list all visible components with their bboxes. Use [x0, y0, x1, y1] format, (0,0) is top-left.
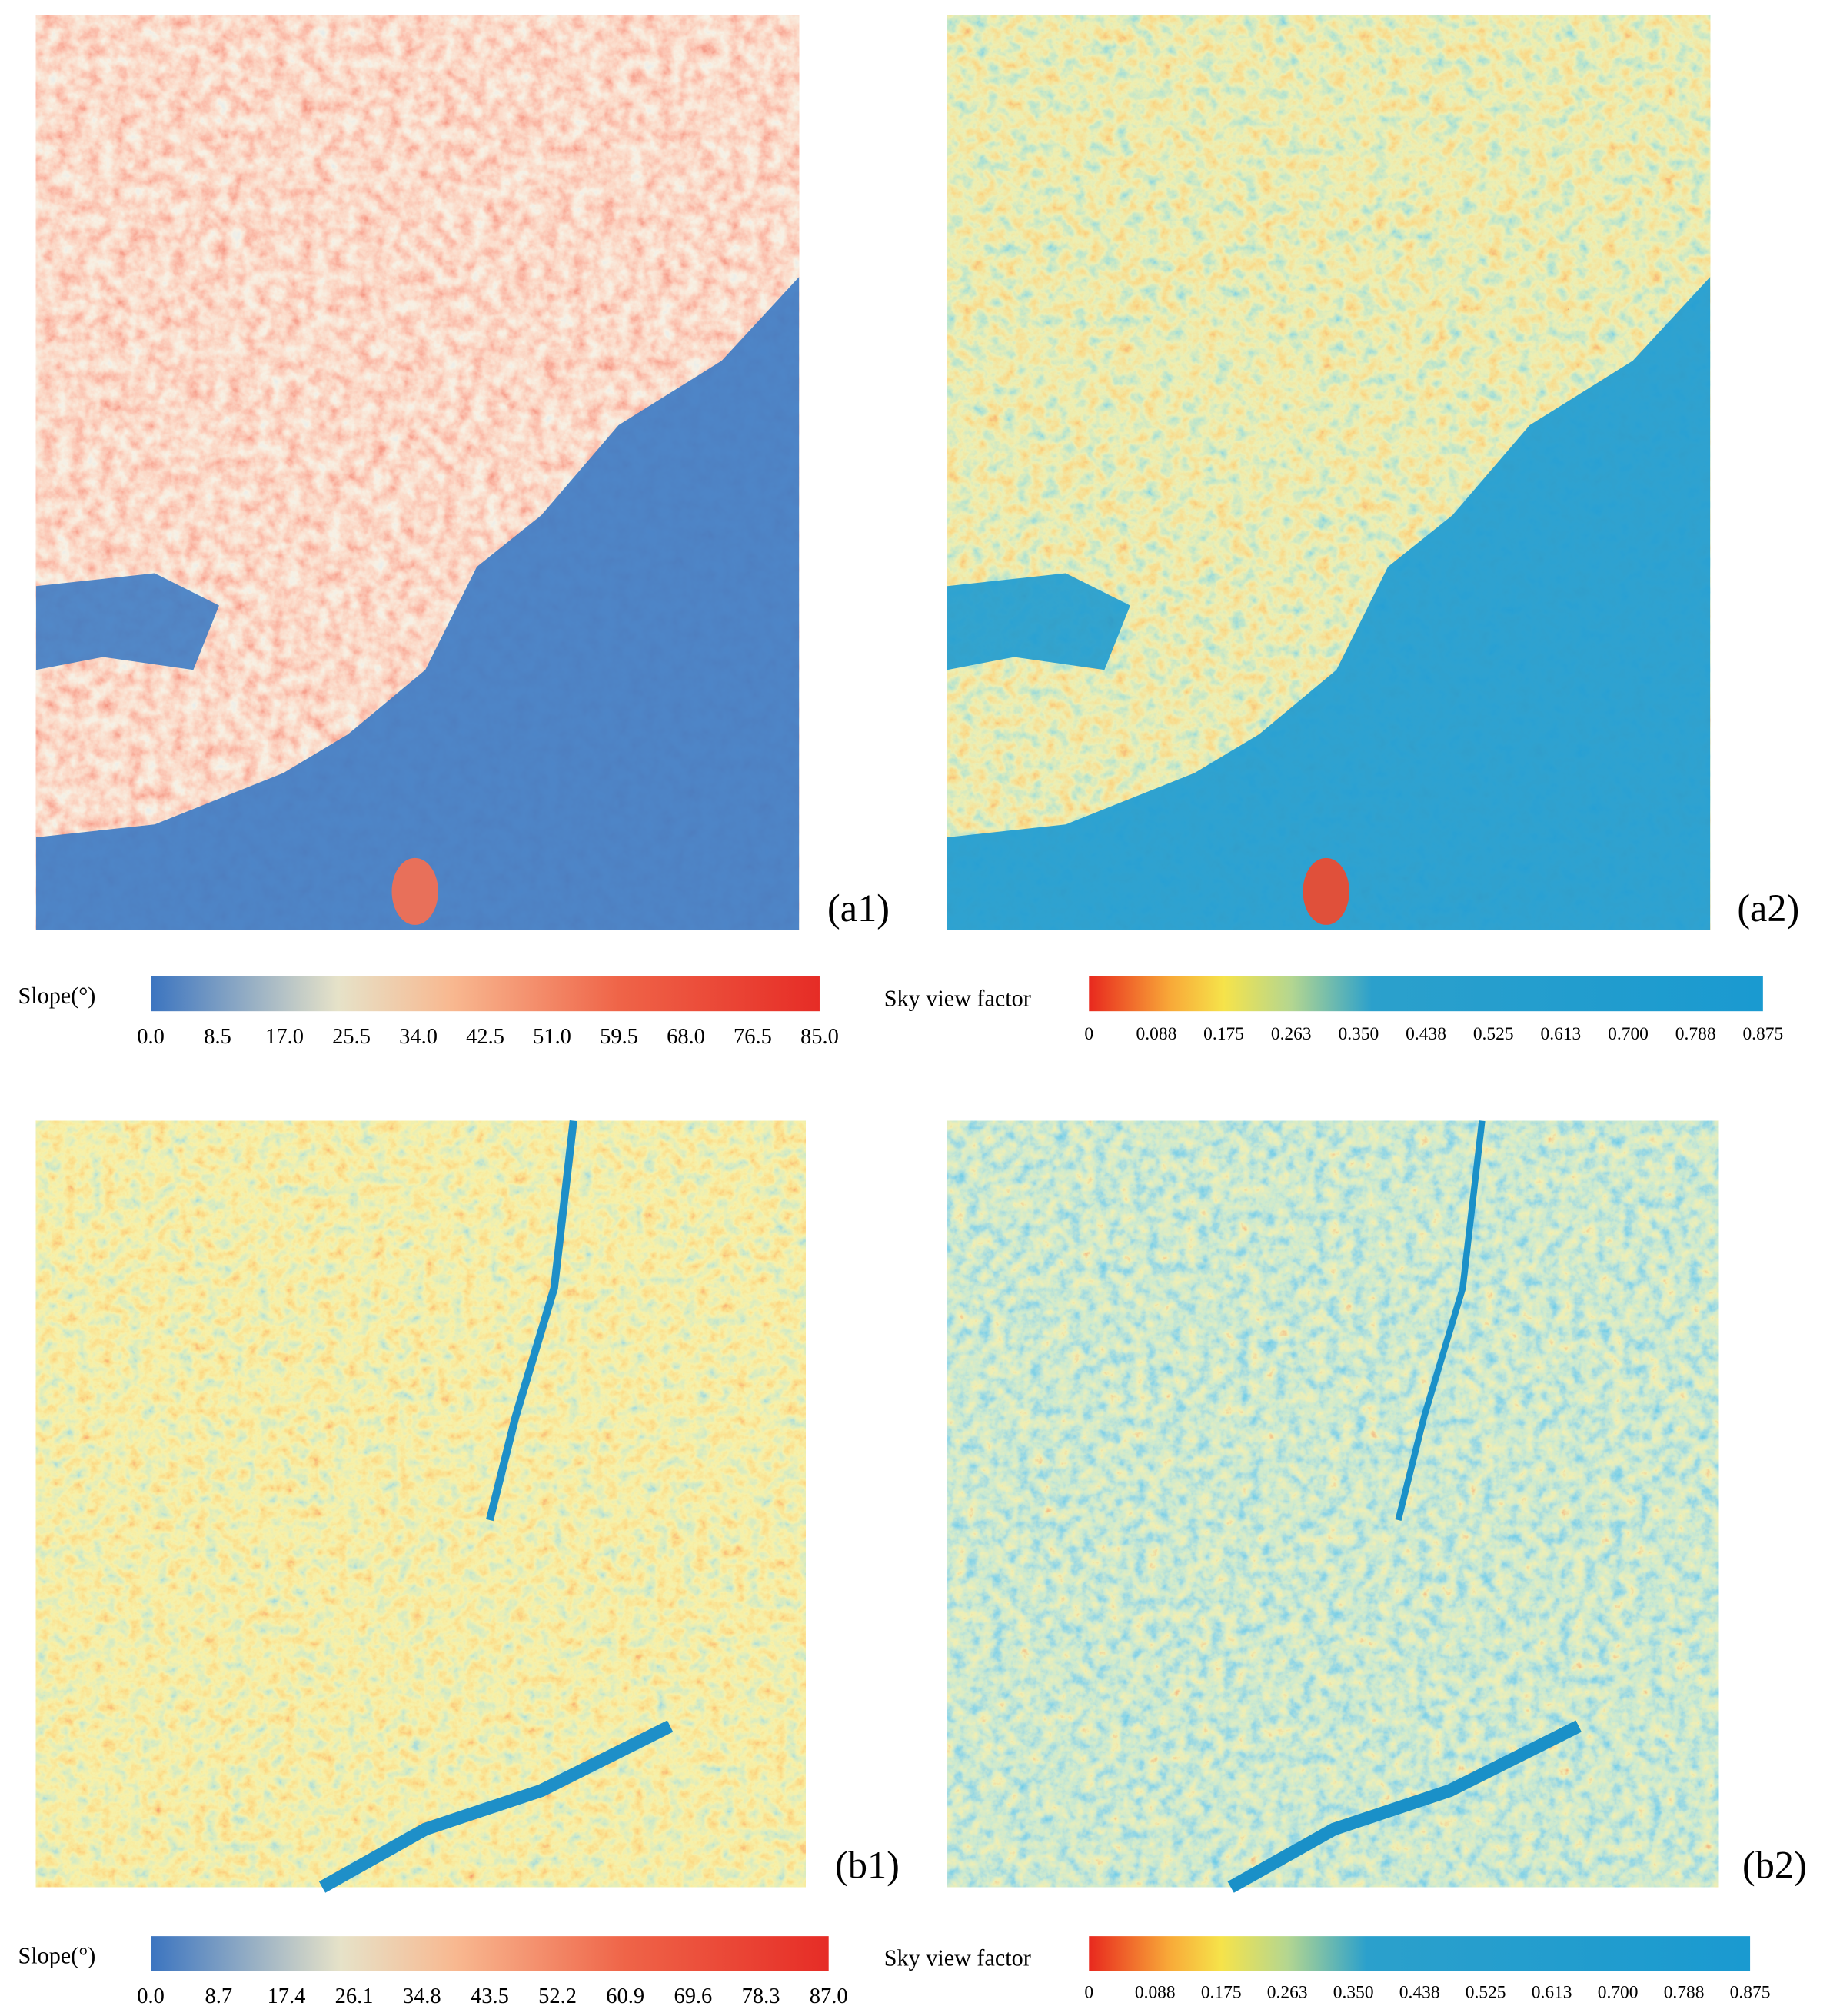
colorbar-tick-label: 0.438 [1406, 1024, 1446, 1044]
panel-label: (b1) [835, 1844, 900, 1887]
colorbar-tick-label: 0.0 [137, 1984, 165, 2008]
panel-label: (a1) [827, 887, 890, 930]
colorbar-tick-label: 0.350 [1339, 1024, 1379, 1044]
colorbar [1089, 1936, 1751, 1971]
colorbar-tick-label: 26.1 [335, 1984, 374, 2008]
colorbar-title: Slope(°) [18, 983, 95, 1009]
colorbar-tick-label: 0.350 [1333, 1983, 1374, 2003]
colorbar-tick-label: 51.0 [533, 1025, 571, 1049]
panel-label: (a2) [1737, 887, 1799, 930]
colorbar-title: Slope(°) [18, 1942, 95, 1968]
colorbar-tick-label: 0.700 [1598, 1983, 1639, 2003]
colorbar-tick-label: 0.613 [1532, 1983, 1572, 2003]
colorbar-tick-label: 87.0 [810, 1984, 848, 2008]
colorbar-tick-label: 0.700 [1608, 1024, 1649, 1044]
map-b1 [35, 1120, 806, 1893]
map-a1 [35, 15, 800, 930]
panel-label: (b2) [1742, 1844, 1807, 1887]
colorbar-tick-label: 52.2 [538, 1984, 577, 2008]
colorbar-title: Sky view factor [884, 985, 1031, 1011]
colorbar-tick-label: 0.263 [1271, 1024, 1312, 1044]
colorbar-tick-label: 0.175 [1203, 1024, 1244, 1044]
colorbar-tick-label: 34.0 [399, 1025, 438, 1049]
colorbar-title: Sky view factor [884, 1945, 1031, 1971]
colorbar [151, 1936, 829, 1971]
colorbar-tick-label: 0.263 [1267, 1983, 1308, 2003]
colorbar-tick-label: 0 [1084, 1983, 1093, 2003]
colorbar-tick-label: 78.3 [742, 1984, 780, 2008]
map-b2 [947, 1120, 1719, 1893]
colorbar-tick-label: 76.5 [734, 1025, 772, 1049]
colorbar-tick-label: 0.875 [1742, 1024, 1783, 1044]
colorbar-tick-label: 0.788 [1675, 1024, 1716, 1044]
colorbar-tick-label: 25.5 [332, 1025, 371, 1049]
colorbar-tick-label: 43.5 [471, 1984, 509, 2008]
colorbar-tick-label: 0.175 [1201, 1983, 1242, 2003]
colorbar-tick-label: 34.8 [403, 1984, 441, 2008]
colorbar-tick-label: 8.5 [204, 1025, 231, 1049]
colorbar-tick-label: 0.088 [1136, 1024, 1177, 1044]
colorbar-tick-label: 59.5 [600, 1025, 638, 1049]
colorbar-tick-label: 0.875 [1730, 1983, 1771, 2003]
colorbar-tick-label: 0.0 [137, 1025, 165, 1049]
colorbar-tick-label: 42.5 [466, 1025, 504, 1049]
colorbar-tick-label: 0.788 [1664, 1983, 1705, 2003]
colorbar [151, 976, 820, 1012]
colorbar-tick-label: 85.0 [800, 1025, 839, 1049]
colorbar-tick-label: 69.6 [674, 1984, 712, 2008]
colorbar-tick-label: 0.088 [1135, 1983, 1176, 2003]
colorbar-tick-label: 60.9 [606, 1984, 644, 2008]
colorbar-tick-label: 0.525 [1473, 1024, 1514, 1044]
colorbar-tick-label: 0 [1084, 1024, 1093, 1044]
colorbar-tick-label: 17.4 [268, 1984, 306, 2008]
colorbar-tick-label: 17.0 [265, 1025, 304, 1049]
colorbar-tick-label: 0.613 [1540, 1024, 1581, 1044]
colorbar [1089, 976, 1763, 1012]
colorbar-tick-label: 0.525 [1466, 1983, 1506, 2003]
colorbar-tick-label: 0.438 [1399, 1983, 1440, 2003]
colorbar-tick-label: 8.7 [205, 1984, 232, 2008]
map-a2 [947, 15, 1711, 930]
colorbar-tick-label: 68.0 [667, 1025, 705, 1049]
